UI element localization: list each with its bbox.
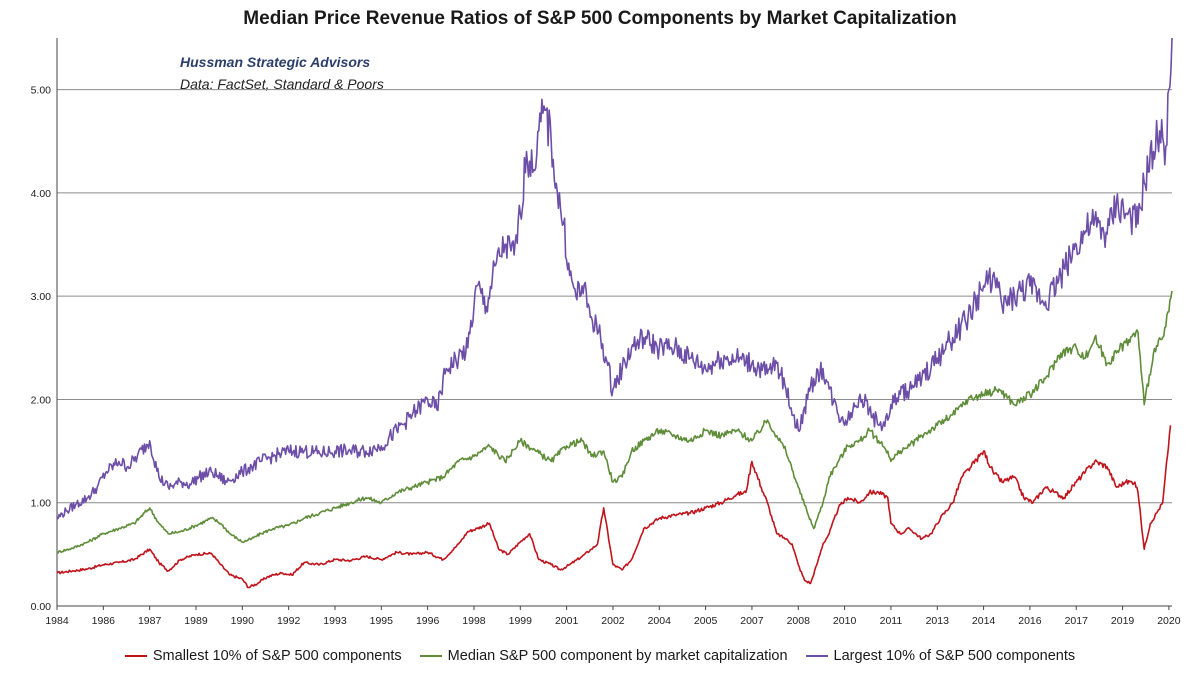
y-tick-label: 2.00 [31, 394, 52, 406]
legend-swatch-largest [805, 655, 828, 657]
legend-item-largest: Largest 10% of S&P 500 components [805, 648, 1076, 664]
x-tick-label: 2016 [1018, 615, 1042, 627]
x-tick-label: 2010 [833, 615, 857, 627]
gridlines [57, 89, 1172, 504]
x-tick-label: 2001 [555, 615, 579, 627]
series-line-median [56, 290, 1173, 554]
legend-label-largest: Largest 10% of S&P 500 components [833, 648, 1076, 664]
y-tick-label: 1.00 [31, 498, 52, 510]
x-tick-label: 1992 [277, 615, 301, 627]
chart-subtitle: Hussman Strategic Advisors [180, 54, 371, 70]
x-tick-label: 1999 [509, 615, 533, 627]
x-tick-label: 2002 [601, 615, 625, 627]
x-tick-label: 1987 [138, 615, 162, 627]
x-tick-label: 2007 [740, 615, 764, 627]
x-tick-label: 1990 [231, 615, 255, 627]
data-source-note: Data: FactSet, Standard & Poors [180, 76, 384, 92]
y-tick-label: 5.00 [31, 85, 52, 97]
legend-swatch-median [419, 655, 442, 657]
y-axis-ticks: 0.00 1.00 2.00 3.00 4.00 5.00 [31, 85, 52, 613]
x-tick-label: 2019 [1111, 615, 1135, 627]
axes [56, 38, 1172, 607]
x-tick-label: 2020 [1157, 615, 1181, 627]
legend: Smallest 10% of S&P 500 components Media… [0, 648, 1200, 664]
x-tick-label: 2017 [1065, 615, 1089, 627]
x-tick-label: 2008 [787, 615, 811, 627]
x-tick-label: 1984 [45, 615, 69, 627]
y-tick-label: 4.00 [31, 188, 52, 200]
y-tick-label: 3.00 [31, 291, 52, 303]
x-tick-label: 1993 [323, 615, 347, 627]
x-tick-label: 2005 [694, 615, 718, 627]
x-tick-label: 1998 [462, 615, 486, 627]
x-axis-ticks: 1984 1986 1987 1989 1990 1992 1993 1995 1996 1998… [45, 606, 1181, 627]
series-lines [56, 37, 1173, 589]
series-line-largest [56, 37, 1173, 520]
x-tick-label: 1996 [416, 615, 440, 627]
legend-swatch-smallest [124, 655, 147, 657]
legend-label-median: Median S&P 500 component by market capit… [447, 648, 788, 664]
legend-item-smallest: Smallest 10% of S&P 500 components [124, 648, 402, 664]
x-tick-label: 2011 [880, 615, 903, 627]
x-tick-label: 1989 [184, 615, 208, 627]
x-tick-label: 1986 [92, 615, 116, 627]
x-tick-label: 1995 [370, 615, 394, 627]
chart-title: Median Price Revenue Ratios of S&P 500 C… [243, 8, 957, 29]
series-line-smallest [56, 425, 1172, 589]
legend-label-smallest: Smallest 10% of S&P 500 components [152, 648, 402, 664]
legend-item-median: Median S&P 500 component by market capit… [419, 648, 788, 664]
x-tick-label: 2004 [648, 615, 672, 627]
x-tick-label: 2013 [926, 615, 950, 627]
x-tick-label: 2014 [972, 615, 996, 627]
y-tick-label: 0.00 [31, 601, 52, 613]
